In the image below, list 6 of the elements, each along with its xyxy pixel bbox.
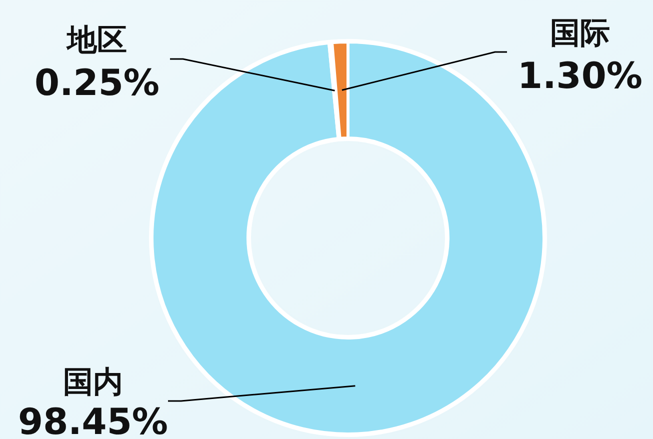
slice-label: 地区 — [65, 23, 127, 58]
slice-label: 国际 — [550, 16, 610, 51]
data-label: 1.30% — [518, 56, 642, 97]
slice-label: 国内 — [63, 365, 123, 400]
data-label: 98.45% — [18, 402, 168, 439]
data-label: 0.25% — [34, 63, 160, 104]
